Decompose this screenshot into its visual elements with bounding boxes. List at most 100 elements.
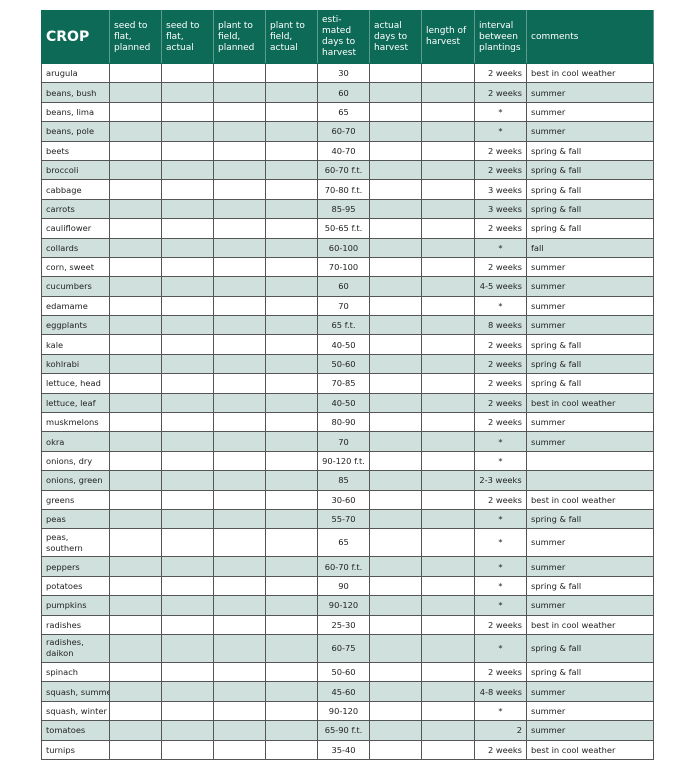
- entry-cell[interactable]: [421, 614, 475, 635]
- entry-cell[interactable]: [109, 276, 162, 297]
- entry-cell[interactable]: [161, 392, 214, 414]
- entry-cell[interactable]: [421, 237, 475, 258]
- entry-cell[interactable]: [369, 159, 422, 181]
- entry-cell[interactable]: [109, 179, 162, 200]
- entry-cell[interactable]: [369, 720, 422, 741]
- entry-cell[interactable]: [421, 700, 475, 722]
- entry-cell[interactable]: [161, 556, 214, 577]
- entry-cell[interactable]: [109, 508, 162, 530]
- entry-cell[interactable]: [109, 218, 162, 239]
- entry-cell[interactable]: [161, 82, 214, 103]
- entry-cell[interactable]: [369, 62, 422, 84]
- entry-cell[interactable]: [109, 373, 162, 394]
- entry-cell[interactable]: [421, 392, 475, 414]
- entry-cell[interactable]: [369, 237, 422, 258]
- entry-cell[interactable]: [265, 528, 318, 558]
- entry-cell[interactable]: [109, 575, 162, 597]
- entry-cell[interactable]: [213, 470, 266, 491]
- entry-cell[interactable]: [369, 353, 422, 375]
- entry-cell[interactable]: [369, 256, 422, 278]
- entry-cell[interactable]: [161, 681, 214, 702]
- entry-cell[interactable]: [369, 700, 422, 722]
- entry-cell[interactable]: [421, 633, 475, 663]
- entry-cell[interactable]: [213, 334, 266, 355]
- entry-cell[interactable]: [265, 412, 318, 433]
- entry-cell[interactable]: [369, 661, 422, 683]
- entry-cell[interactable]: [109, 470, 162, 491]
- entry-cell[interactable]: [161, 431, 214, 452]
- entry-cell[interactable]: [109, 720, 162, 741]
- entry-cell[interactable]: [213, 218, 266, 239]
- entry-cell[interactable]: [161, 614, 214, 635]
- entry-cell[interactable]: [109, 159, 162, 181]
- entry-cell[interactable]: [265, 82, 318, 103]
- entry-cell[interactable]: [265, 681, 318, 702]
- entry-cell[interactable]: [369, 470, 422, 491]
- entry-cell[interactable]: [265, 700, 318, 722]
- entry-cell[interactable]: [421, 256, 475, 278]
- entry-cell[interactable]: [369, 595, 422, 616]
- entry-cell[interactable]: [213, 82, 266, 103]
- entry-cell[interactable]: [161, 575, 214, 597]
- entry-cell[interactable]: [421, 373, 475, 394]
- entry-cell[interactable]: [213, 595, 266, 616]
- entry-cell[interactable]: [265, 218, 318, 239]
- entry-cell[interactable]: [421, 450, 475, 472]
- entry-cell[interactable]: [369, 450, 422, 472]
- entry-cell[interactable]: [213, 101, 266, 123]
- entry-cell[interactable]: [161, 295, 214, 317]
- entry-cell[interactable]: [161, 470, 214, 491]
- entry-cell[interactable]: [369, 101, 422, 123]
- entry-cell[interactable]: [421, 159, 475, 181]
- entry-cell[interactable]: [265, 720, 318, 741]
- entry-cell[interactable]: [161, 276, 214, 297]
- entry-cell[interactable]: [213, 556, 266, 577]
- entry-cell[interactable]: [109, 412, 162, 433]
- entry-cell[interactable]: [265, 198, 318, 220]
- entry-cell[interactable]: [161, 218, 214, 239]
- entry-cell[interactable]: [213, 256, 266, 278]
- entry-cell[interactable]: [109, 431, 162, 452]
- entry-cell[interactable]: [213, 392, 266, 414]
- entry-cell[interactable]: [421, 140, 475, 161]
- entry-cell[interactable]: [421, 575, 475, 597]
- entry-cell[interactable]: [369, 198, 422, 220]
- entry-cell[interactable]: [109, 62, 162, 84]
- entry-cell[interactable]: [421, 82, 475, 103]
- entry-cell[interactable]: [421, 431, 475, 452]
- entry-cell[interactable]: [369, 218, 422, 239]
- entry-cell[interactable]: [213, 700, 266, 722]
- entry-cell[interactable]: [109, 528, 162, 558]
- entry-cell[interactable]: [369, 121, 422, 142]
- entry-cell[interactable]: [265, 373, 318, 394]
- entry-cell[interactable]: [109, 353, 162, 375]
- entry-cell[interactable]: [421, 218, 475, 239]
- entry-cell[interactable]: [213, 198, 266, 220]
- entry-cell[interactable]: [213, 179, 266, 200]
- entry-cell[interactable]: [369, 315, 422, 336]
- entry-cell[interactable]: [161, 198, 214, 220]
- entry-cell[interactable]: [369, 508, 422, 530]
- entry-cell[interactable]: [421, 556, 475, 577]
- entry-cell[interactable]: [161, 739, 214, 760]
- entry-cell[interactable]: [369, 489, 422, 510]
- entry-cell[interactable]: [421, 489, 475, 510]
- entry-cell[interactable]: [421, 528, 475, 558]
- entry-cell[interactable]: [109, 315, 162, 336]
- entry-cell[interactable]: [213, 121, 266, 142]
- entry-cell[interactable]: [109, 595, 162, 616]
- entry-cell[interactable]: [421, 179, 475, 200]
- entry-cell[interactable]: [213, 140, 266, 161]
- entry-cell[interactable]: [265, 508, 318, 530]
- entry-cell[interactable]: [265, 392, 318, 414]
- entry-cell[interactable]: [213, 661, 266, 683]
- entry-cell[interactable]: [369, 614, 422, 635]
- entry-cell[interactable]: [161, 256, 214, 278]
- entry-cell[interactable]: [265, 556, 318, 577]
- entry-cell[interactable]: [421, 353, 475, 375]
- entry-cell[interactable]: [161, 121, 214, 142]
- entry-cell[interactable]: [421, 470, 475, 491]
- entry-cell[interactable]: [265, 470, 318, 491]
- entry-cell[interactable]: [265, 575, 318, 597]
- entry-cell[interactable]: [161, 595, 214, 616]
